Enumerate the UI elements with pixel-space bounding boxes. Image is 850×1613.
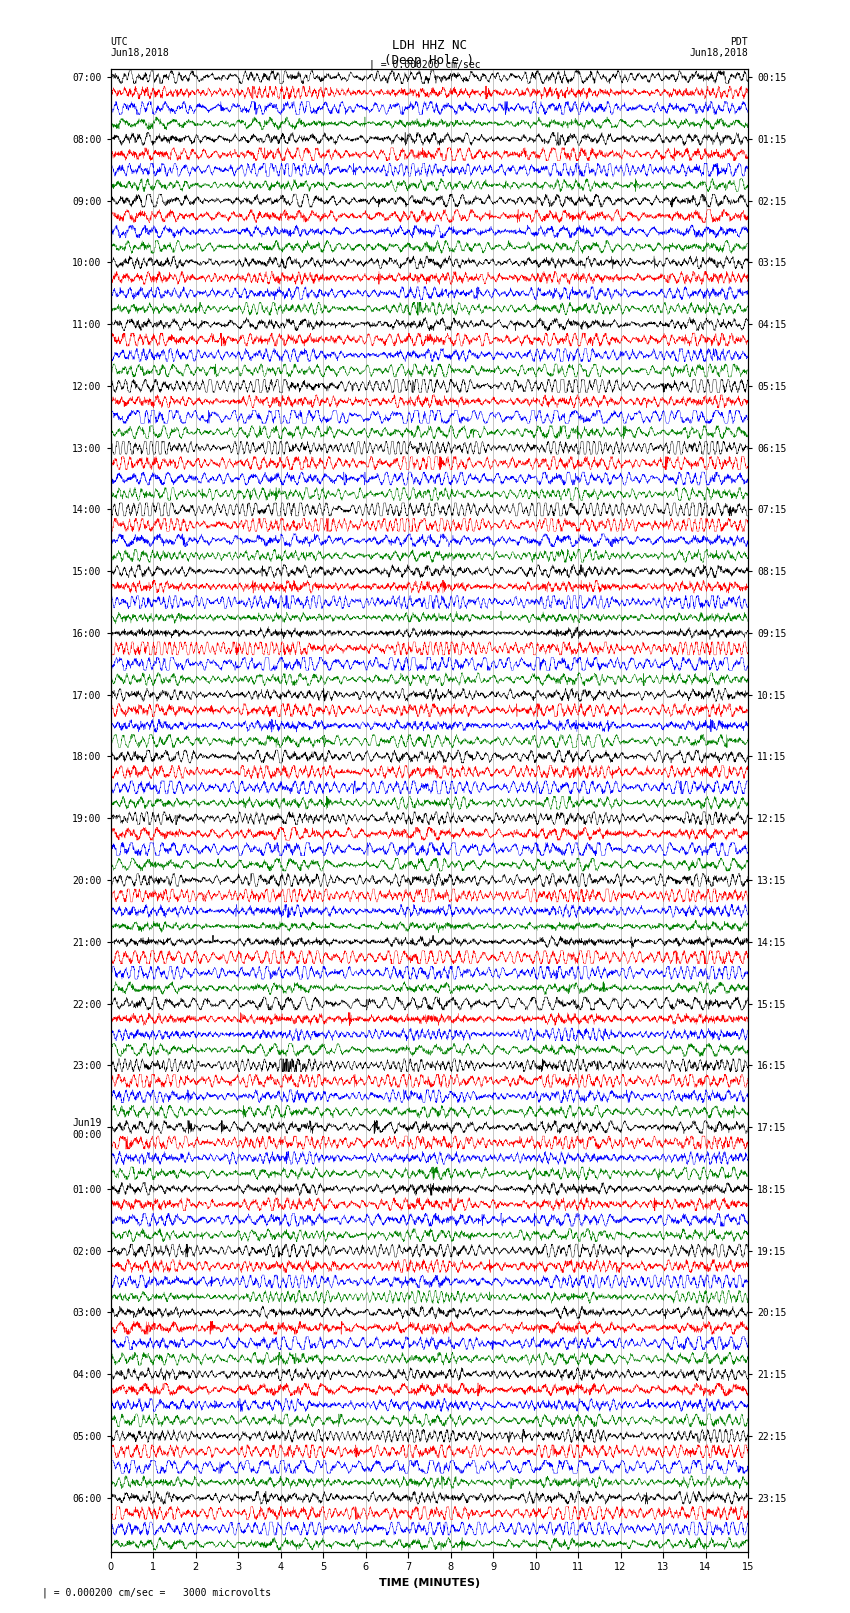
Text: | = 0.000200 cm/sec: | = 0.000200 cm/sec bbox=[369, 60, 481, 71]
Text: PDT: PDT bbox=[730, 37, 748, 47]
X-axis label: TIME (MINUTES): TIME (MINUTES) bbox=[379, 1578, 479, 1587]
Title: LDH HHZ NC
(Deep Hole ): LDH HHZ NC (Deep Hole ) bbox=[384, 39, 474, 66]
Text: | = 0.000200 cm/sec =   3000 microvolts: | = 0.000200 cm/sec = 3000 microvolts bbox=[42, 1587, 272, 1598]
Text: UTC: UTC bbox=[110, 37, 128, 47]
Text: Jun18,2018: Jun18,2018 bbox=[110, 48, 169, 58]
Text: Jun18,2018: Jun18,2018 bbox=[689, 48, 748, 58]
